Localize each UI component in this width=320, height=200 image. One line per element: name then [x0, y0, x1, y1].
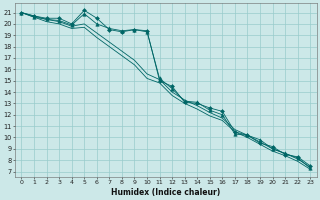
X-axis label: Humidex (Indice chaleur): Humidex (Indice chaleur)	[111, 188, 220, 197]
